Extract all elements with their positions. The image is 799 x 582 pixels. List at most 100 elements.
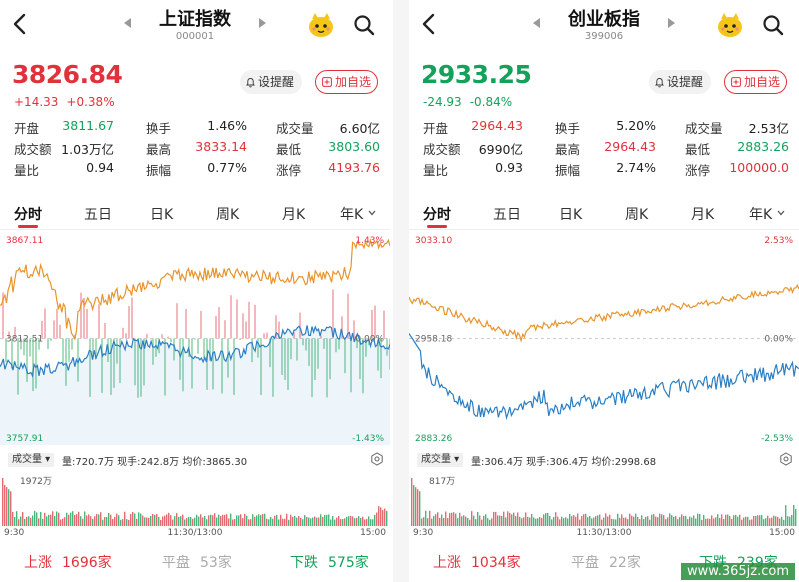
volume-bar [573, 515, 575, 526]
tab-5[interactable]: 年K [749, 207, 773, 223]
volume-bar [675, 515, 677, 526]
volume-bar [352, 516, 354, 526]
tab-0[interactable]: 分时 [423, 207, 451, 223]
volume-bar [787, 516, 789, 526]
set-alert-button[interactable]: 设提醒 [649, 70, 712, 94]
tab-1[interactable]: 五日 [493, 207, 521, 223]
volume-bar [765, 518, 767, 526]
volume-bar [356, 517, 358, 526]
search-icon[interactable] [352, 13, 376, 37]
set-alert-button[interactable]: 设提醒 [240, 70, 303, 94]
volume-bar [415, 487, 417, 526]
volume-bar [24, 519, 26, 526]
tab-3[interactable]: 周K [625, 207, 649, 223]
breadth-bar [287, 338, 289, 390]
intraday-chart[interactable]: 3867.11 3812.51 3757.91 1.43% 0.00% -1.43% [0, 232, 390, 445]
volume-bar [376, 512, 378, 526]
tab-4[interactable]: 月K [282, 207, 306, 223]
volume-bar [623, 517, 625, 526]
volume-bar [755, 515, 757, 526]
chevron-down-icon[interactable] [368, 210, 376, 216]
settings-icon[interactable] [779, 452, 793, 466]
breadth-bar [176, 303, 178, 339]
chevron-down-icon[interactable] [777, 210, 785, 216]
volume-bar [176, 513, 178, 526]
volume-bar [296, 517, 298, 526]
volume-bar [721, 514, 723, 526]
stat-label: 最高 [555, 142, 581, 157]
volume-bar [292, 516, 294, 526]
market-breadth[interactable]: 上涨 1034家 平盘 22家 下跌 239家 [409, 550, 799, 574]
settings-icon[interactable] [370, 452, 384, 466]
volume-bar [258, 514, 260, 526]
volume-bar [158, 516, 160, 526]
volume-bar [639, 519, 641, 526]
breadth-bar [23, 338, 25, 356]
market-breadth[interactable]: 上涨 1696家 平盘 53家 下跌 575家 [0, 550, 390, 574]
stat-value: 3811.67 [62, 118, 114, 133]
tab-3[interactable]: 周K [216, 207, 240, 223]
volume-bar [549, 515, 551, 526]
price-line [0, 238, 390, 341]
volume-bar [609, 514, 611, 526]
next-index-icon[interactable] [668, 18, 675, 28]
volume-bar [783, 519, 785, 526]
volume-bar [651, 514, 653, 526]
volume-max-label: 817万 [429, 477, 455, 487]
volume-bar [14, 517, 16, 526]
volume-bar [647, 516, 649, 526]
back-arrow-icon[interactable] [419, 12, 439, 36]
mascot-icon[interactable] [306, 9, 336, 39]
add-watchlist-button[interactable]: 加自选 [724, 70, 788, 94]
tab-2[interactable]: 日K [150, 207, 174, 223]
prev-index-icon[interactable] [124, 18, 131, 28]
breadth-bar [305, 338, 307, 351]
volume-bar [86, 515, 88, 526]
prev-index-icon[interactable] [533, 18, 540, 28]
volume-bar [48, 514, 50, 526]
mascot-icon[interactable] [715, 9, 745, 39]
stat-label: 开盘 [14, 121, 40, 136]
intraday-chart[interactable]: 3033.10 2958.18 2883.26 2.53% 0.00% -2.53% [409, 232, 799, 445]
volume-bar [633, 516, 635, 526]
volume-bar [567, 518, 569, 526]
tab-4[interactable]: 月K [691, 207, 715, 223]
volume-bar [54, 516, 56, 526]
stat-value: 3803.60 [328, 139, 380, 154]
time-mid-label: 11:30/13:00 [577, 528, 632, 537]
back-arrow-icon[interactable] [10, 12, 30, 36]
volume-bar [22, 512, 24, 526]
breadth-bar [254, 304, 256, 339]
search-icon[interactable] [761, 13, 785, 37]
tab-1[interactable]: 五日 [84, 207, 112, 223]
tab-5[interactable]: 年K [340, 207, 364, 223]
breadth-bar [200, 310, 202, 339]
volume-selector[interactable]: 成交量 ▾ [417, 453, 464, 467]
volume-bar [529, 517, 531, 526]
breadth-bar [272, 338, 274, 397]
volume-selector[interactable]: 成交量 ▾ [8, 453, 55, 467]
breadth-bar [92, 338, 94, 357]
watermark: www.365jz.com [681, 563, 795, 580]
breadth-bar [233, 338, 235, 395]
breadth-bar [359, 338, 361, 379]
volume-bar [10, 491, 12, 526]
volume-bar [523, 517, 525, 526]
tab-0[interactable]: 分时 [14, 207, 42, 223]
add-watchlist-button[interactable]: 加自选 [315, 70, 379, 94]
y-axis-mid-label: 3812.51 [6, 335, 43, 345]
breadth-bar [98, 304, 100, 339]
next-index-icon[interactable] [259, 18, 266, 28]
volume-bar [26, 516, 28, 526]
volume-bar [697, 513, 699, 526]
volume-bar [170, 515, 172, 526]
volume-bar [6, 487, 8, 526]
volume-bar [503, 511, 505, 526]
tab-2[interactable]: 日K [559, 207, 583, 223]
y-axis-top-label: 3867.11 [6, 236, 43, 246]
volume-bar [184, 519, 186, 526]
volume-bar [260, 515, 262, 526]
breadth-bar [242, 313, 244, 339]
breadth-bar [227, 338, 229, 378]
stat-value: 0.77% [207, 160, 247, 175]
